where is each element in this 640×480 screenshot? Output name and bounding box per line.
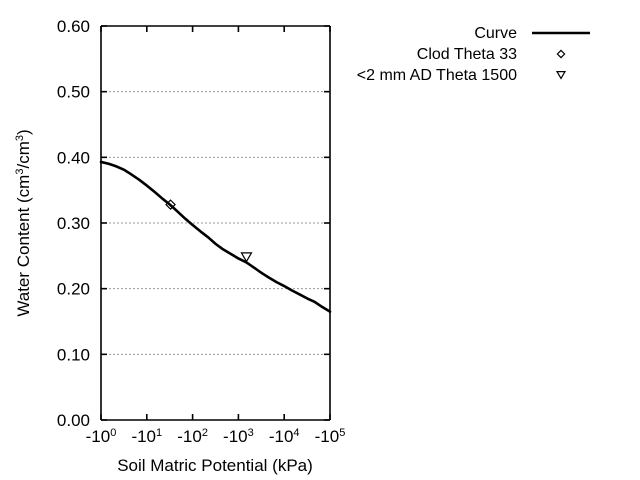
y-axis-tick-labels: 0.00 0.10 0.20 0.30 0.40 0.50 0.60 bbox=[57, 17, 90, 430]
y-axis-tick-label: 0.50 bbox=[57, 83, 90, 102]
x-axis-tick-labels: -100 -101 -102 -103 -104 -105 bbox=[86, 427, 346, 446]
legend: Curve Clod Theta 33 <2 mm AD Theta 1500 bbox=[357, 25, 590, 84]
legend-label: Clod Theta 33 bbox=[417, 46, 517, 63]
legend-label: Curve bbox=[474, 25, 517, 42]
x-axis-tick-label: -103 bbox=[223, 427, 254, 446]
curve-line bbox=[99, 160, 332, 313]
legend-label: <2 mm AD Theta 1500 bbox=[357, 67, 517, 84]
y-axis-tick-label: 0.40 bbox=[57, 148, 90, 167]
x-axis-title: Soil Matric Potential (kPa) bbox=[117, 456, 313, 475]
y-axis-title: Water Content (cm3/cm3) bbox=[14, 129, 33, 316]
diamond-marker bbox=[556, 49, 566, 59]
x-axis-tick-label: -104 bbox=[269, 427, 300, 446]
diamond-marker bbox=[165, 199, 176, 210]
x-axis-tick-label: -105 bbox=[315, 427, 346, 446]
y-axis-tick-label: 0.20 bbox=[57, 280, 90, 299]
x-axis-tick-label: -102 bbox=[177, 427, 208, 446]
triangle-down-marker bbox=[240, 252, 253, 263]
y-axis-ticks bbox=[101, 25, 330, 421]
y-axis-tick-label: 0.60 bbox=[57, 17, 90, 36]
y-axis-tick-label: 0.00 bbox=[57, 411, 90, 430]
y-axis-tick-label: 0.30 bbox=[57, 214, 90, 233]
x-axis-tick-label: -100 bbox=[86, 427, 117, 446]
svg-text:Water Content (cm3/cm3): Water Content (cm3/cm3) bbox=[14, 129, 33, 316]
data-series-group bbox=[99, 160, 332, 313]
y-axis-tick-label: 0.10 bbox=[57, 345, 90, 364]
triangle-down-marker bbox=[555, 70, 567, 80]
x-axis-ticks bbox=[100, 26, 331, 420]
x-axis-tick-label: -101 bbox=[131, 427, 162, 446]
